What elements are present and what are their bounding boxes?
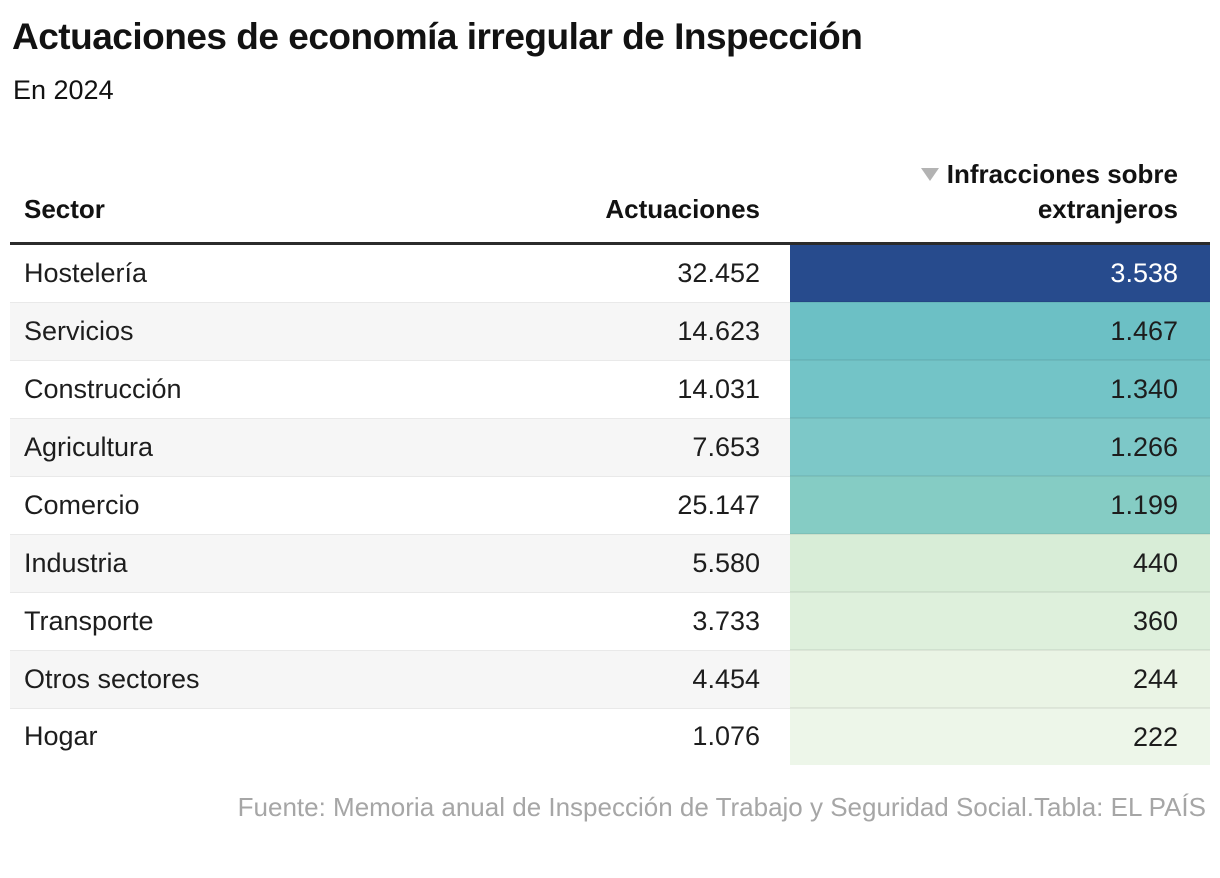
table-row: Hostelería 32.452 3.538 [10, 243, 1210, 302]
table-row: Industria 5.580 440 [10, 533, 1210, 592]
table-header: Sector Actuaciones Infracciones sobre ex… [10, 156, 1210, 245]
table-row: Servicios 14.623 1.467 [10, 301, 1210, 360]
actuaciones-cell: 3.733 [500, 591, 790, 650]
source-credit-line: Fuente: Memoria anual de Inspección de T… [10, 792, 1210, 823]
infracciones-cell: 1.266 [790, 417, 1210, 476]
sector-cell: Hostelería [24, 257, 148, 288]
page-title: Actuaciones de economía irregular de Ins… [12, 16, 863, 57]
actuaciones-cell: 25.147 [500, 475, 790, 534]
actuaciones-cell: 1.076 [500, 707, 790, 765]
table-row: Transporte 3.733 360 [10, 591, 1210, 650]
table-body: Hostelería 32.452 3.538 Servicios 14.623 1.46… [10, 243, 1210, 765]
actuaciones-cell: 32.452 [677, 257, 760, 288]
chart-card: Actuaciones de economía irregular de Ins… [0, 16, 1220, 878]
sector-cell: Comercio [10, 475, 500, 534]
actuaciones-cell: 14.031 [500, 359, 790, 418]
infracciones-cell: 360 [790, 591, 1210, 650]
table-row: Comercio 25.147 1.199 [10, 475, 1210, 534]
sector-cell: Otros sectores [10, 649, 500, 708]
actuaciones-cell: 4.454 [500, 649, 790, 708]
table-row: Construcción 14.031 1.340 [10, 359, 1210, 418]
infracciones-cell: 1.199 [790, 475, 1210, 534]
table-row: Otros sectores 4.454 244 [10, 649, 1210, 708]
column-header-infracciones-line1: Infracciones sobre [946, 159, 1178, 189]
sort-desc-icon [920, 168, 939, 181]
actuaciones-cell: 7.653 [500, 417, 790, 476]
actuaciones-cell: 5.580 [500, 533, 790, 592]
actuaciones-cell: 14.623 [500, 301, 790, 360]
sector-cell: Agricultura [10, 417, 500, 476]
infracciones-cell: 3.538 [790, 243, 1210, 302]
source-text: Fuente: Memoria anual de Inspección de T… [237, 792, 1035, 822]
infracciones-cell: 1.467 [790, 301, 1210, 360]
data-table: Sector Actuaciones Infracciones sobre ex… [10, 156, 1210, 765]
sector-cell: Construcción [10, 359, 500, 418]
column-header-infracciones[interactable]: Infracciones sobre extranjeros [790, 156, 1210, 245]
page-subtitle: En 2024 [13, 75, 114, 105]
infracciones-cell: 440 [790, 533, 1210, 592]
table-row: Hogar 1.076 222 [10, 707, 1210, 765]
infracciones-cell: 1.340 [790, 359, 1210, 418]
column-header-actuaciones[interactable]: Actuaciones [500, 156, 790, 245]
infracciones-cell: 244 [790, 649, 1210, 708]
column-header-sector[interactable]: Sector [10, 156, 500, 245]
table-row: Agricultura 7.653 1.266 [10, 417, 1210, 476]
infracciones-cell: 222 [790, 707, 1210, 765]
sector-cell: Servicios [10, 301, 500, 360]
sector-cell: Transporte [10, 591, 500, 650]
column-header-infracciones-line2: extranjeros [1037, 194, 1178, 224]
sector-cell: Industria [10, 533, 500, 592]
sector-cell: Hogar [10, 707, 500, 765]
credit-text: Tabla: EL PAÍS [1034, 792, 1206, 822]
